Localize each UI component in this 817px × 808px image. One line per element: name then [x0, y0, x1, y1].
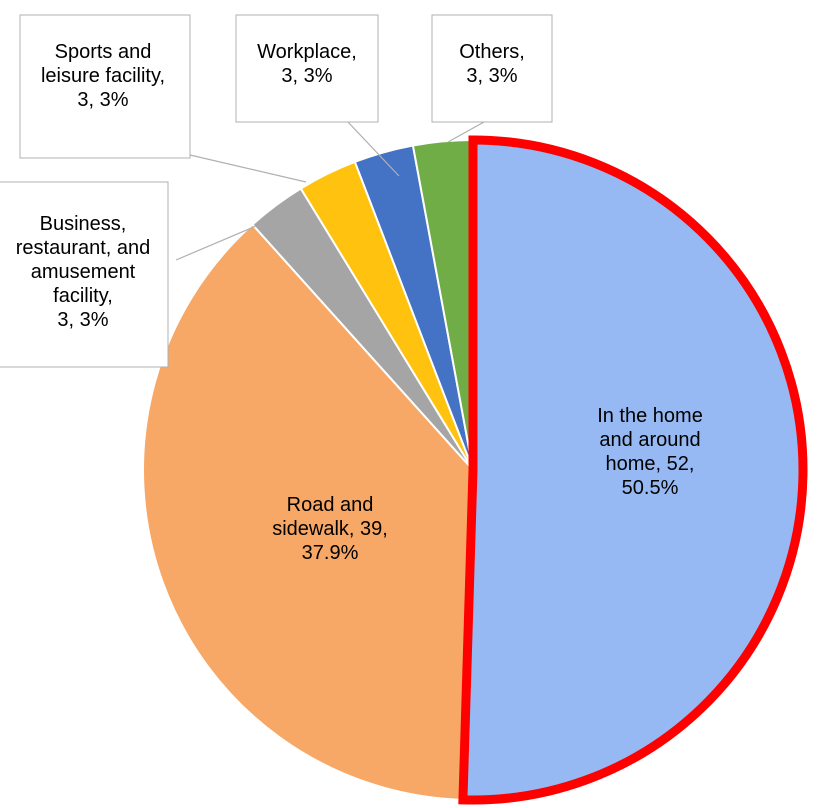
label-box-others [431, 14, 553, 123]
slice-in-the-home-and-around-home [458, 135, 808, 805]
label-box-business-restaurant-and-amusement-facility [0, 181, 169, 368]
leader-line-sports-and-leisure-facility [189, 154, 307, 183]
data-label-business-restaurant-and-amusement-facility: Business, restaurant, and amusement facilit… [16, 213, 151, 331]
data-label-in-the-home-and-around-home: In the home and around home, 52, 50.5% [597, 405, 703, 499]
data-label-others: Others, 3, 3% [459, 41, 525, 87]
label-box-sports-and-leisure-facility [19, 14, 191, 159]
leader-line-others [447, 121, 485, 143]
slice-labels: In the home and around home, 52, 50.5% Road … [0, 14, 703, 564]
label-box-workplace [235, 14, 379, 123]
leader-lines [175, 121, 485, 261]
leader-line-business-restaurant-and-amusement-facility [175, 225, 257, 261]
slice-road-and-sidewalk [142, 223, 475, 801]
data-label-workplace: Workplace, 3, 3% [257, 41, 357, 87]
data-label-sports-and-leisure-facility: Sports and leisure facility, 3, 3% [41, 41, 165, 111]
data-label-road-and-sidewalk: Road and sidewalk, 39, 37.9% [272, 494, 388, 564]
pie-slices [142, 135, 808, 805]
leader-line-workplace [347, 121, 400, 177]
